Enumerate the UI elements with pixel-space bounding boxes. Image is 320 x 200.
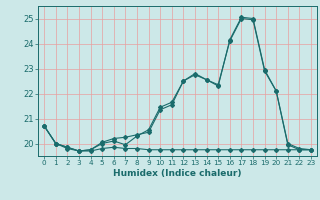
X-axis label: Humidex (Indice chaleur): Humidex (Indice chaleur) [113,169,242,178]
